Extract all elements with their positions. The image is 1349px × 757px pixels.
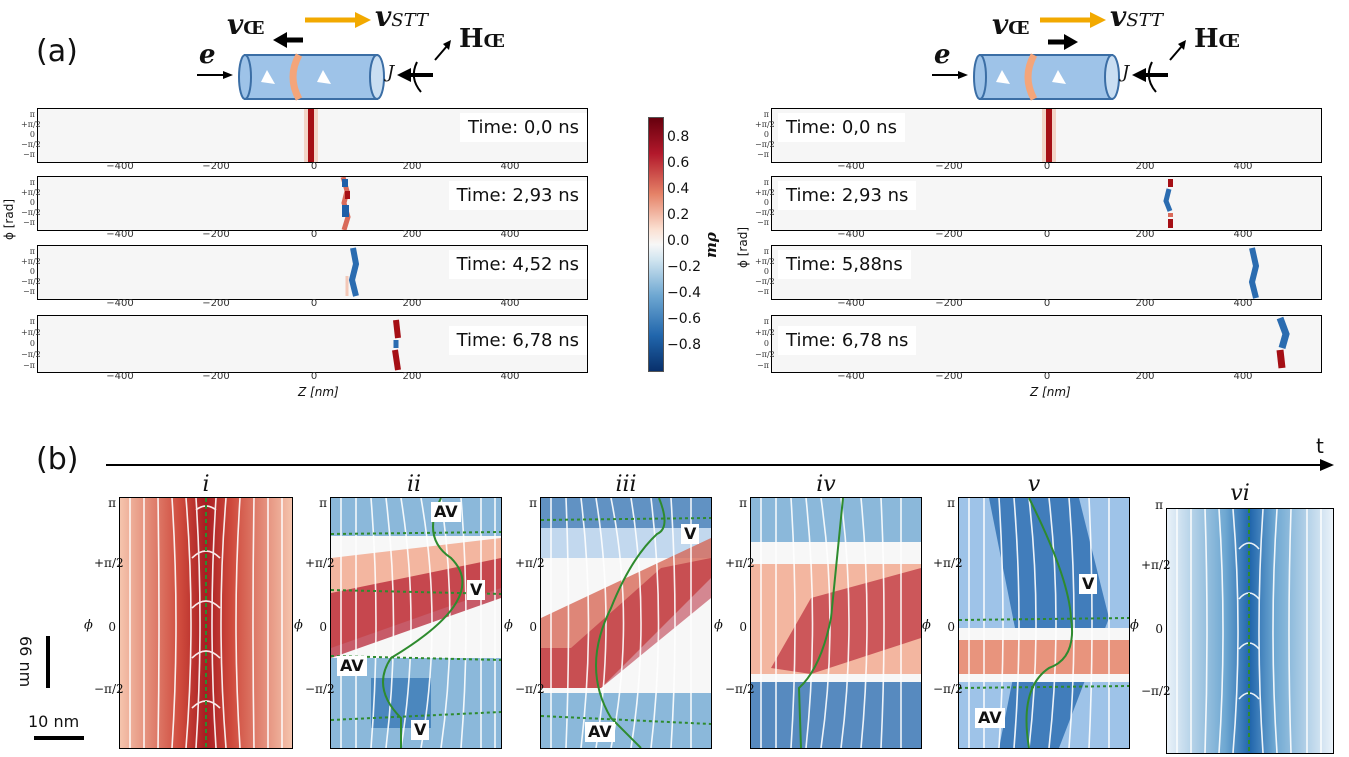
- antivortex-tag: AV: [431, 502, 461, 522]
- horizontal-scale-bar: [34, 736, 84, 740]
- left-schematic: e vŒ vSTT J HŒ: [195, 0, 525, 105]
- nanotube-schematic-icon: [197, 12, 451, 101]
- phi-label: ϕ: [504, 618, 513, 633]
- time-axis-label: t: [1316, 434, 1324, 458]
- texture-panel-iv: [750, 497, 922, 749]
- left-strip-1: Time: 0,0 ns: [37, 108, 588, 163]
- right-xlabel: Z [nm]: [1030, 385, 1071, 399]
- time-label: Time: 0,0 ns: [460, 113, 587, 142]
- right-strip-2: Time: 2,93 ns: [771, 176, 1322, 231]
- right-strip-1: Time: 0,0 ns: [771, 108, 1322, 163]
- time-label: Time: 5,88ns: [778, 250, 911, 279]
- v-stt-label: vSTT: [1110, 0, 1163, 33]
- vortex-tag: V: [1079, 574, 1098, 594]
- phi-label: ϕ: [922, 618, 931, 633]
- v-stt-label: vSTT: [375, 0, 428, 33]
- horizontal-scale-label: 10 nm: [28, 712, 80, 731]
- stage-label: i: [202, 472, 210, 497]
- time-label: Time: 6,78 ns: [448, 326, 587, 355]
- phi-label: ϕ: [84, 618, 93, 633]
- right-strip-4: Time: 6,78 ns: [771, 315, 1322, 373]
- texture-panel-v: V AV: [958, 497, 1130, 749]
- time-label: Time: 4,52 ns: [448, 250, 587, 279]
- texture-panel-vi: [1166, 508, 1334, 754]
- h-oe-label: HŒ: [459, 24, 505, 54]
- phi-label: ϕ: [1130, 618, 1139, 633]
- colorbar-label: mρ: [702, 232, 720, 258]
- left-strip-3: Time: 4,52 ns: [37, 245, 588, 300]
- phi-label: ϕ: [714, 618, 723, 633]
- right-ylabel: ϕ [rad]: [736, 227, 750, 268]
- texture-panel-i: [119, 497, 293, 749]
- time-label: Time: 2,93 ns: [448, 181, 587, 210]
- antivortex-tag: AV: [337, 656, 367, 676]
- panel-a-label: (a): [36, 34, 78, 69]
- antivortex-tag: AV: [975, 708, 1005, 728]
- panel-b-label: (b): [36, 442, 79, 477]
- stage-label: v: [1027, 472, 1041, 497]
- texture-panel-ii: AV V AV V: [330, 497, 502, 749]
- time-label: Time: 2,93 ns: [778, 181, 917, 210]
- stage-label: ii: [406, 472, 422, 497]
- current-j-label: J: [387, 62, 395, 83]
- electron-label: e: [934, 40, 951, 70]
- antivortex-tag: AV: [585, 722, 615, 742]
- right-strip-3: Time: 5,88ns: [771, 245, 1322, 300]
- h-oe-label: HŒ: [1194, 24, 1240, 54]
- v-oe-label: vŒ: [992, 8, 1030, 41]
- left-xlabel: Z [nm]: [298, 385, 339, 399]
- vortex-tag: V: [411, 720, 430, 740]
- vertical-scale-label: 66 nm: [16, 636, 35, 688]
- colorbar: [648, 117, 664, 372]
- electron-label: e: [199, 40, 216, 70]
- time-label: Time: 0,0 ns: [778, 113, 905, 142]
- right-schematic: e vŒ vSTT J HŒ: [930, 0, 1260, 105]
- stage-label: iv: [816, 472, 836, 497]
- time-axis-arrow-icon: [106, 459, 1334, 471]
- texture-panel-iii: V AV: [540, 497, 712, 749]
- vortex-tag: V: [467, 580, 486, 600]
- vertical-scale-bar: [46, 636, 50, 688]
- v-oe-label: vŒ: [227, 8, 265, 41]
- vortex-tag: V: [681, 524, 700, 544]
- stage-label: vi: [1230, 481, 1250, 506]
- current-j-label: J: [1122, 62, 1130, 83]
- left-strip-2: Time: 2,93 ns: [37, 176, 588, 231]
- time-label: Time: 6,78 ns: [778, 326, 917, 355]
- left-strip-4: Time: 6,78 ns: [37, 315, 588, 373]
- nanotube-schematic-icon: [932, 12, 1186, 101]
- stage-label: iii: [615, 472, 637, 497]
- phi-label: ϕ: [294, 618, 303, 633]
